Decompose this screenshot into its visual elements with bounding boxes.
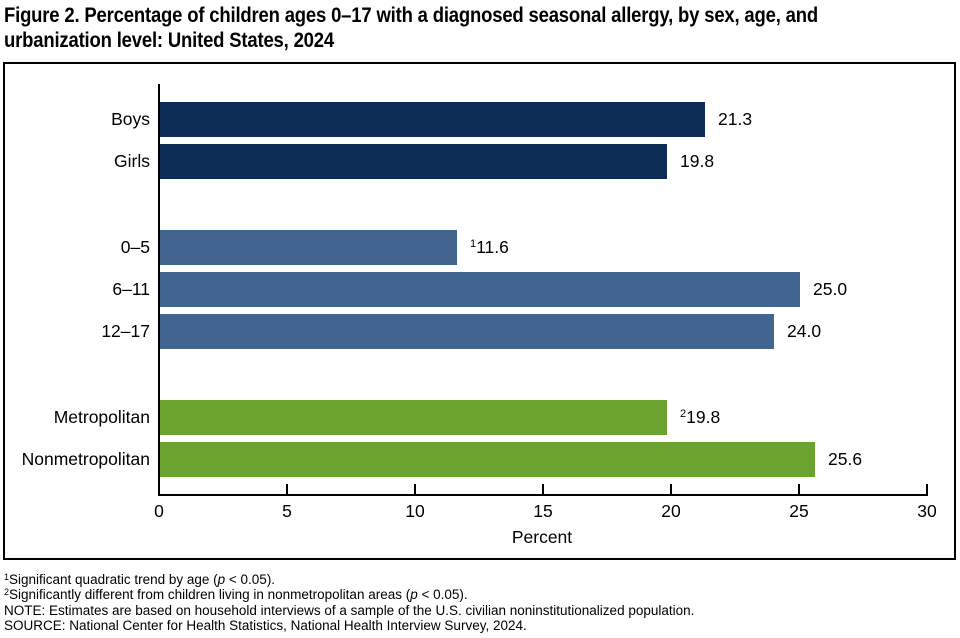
value-label: 111.6	[470, 230, 509, 265]
footnote-line-4: SOURCE: National Center for Health Stati…	[4, 618, 954, 633]
tick-mark	[414, 484, 416, 494]
bar	[160, 230, 457, 265]
y-axis-line	[158, 84, 160, 496]
category-label: 0–5	[5, 230, 150, 265]
value-label: 25.0	[813, 272, 847, 307]
figure-title: Figure 2. Percentage of children ages 0–…	[4, 3, 960, 53]
tick-label: 25	[769, 501, 829, 522]
tick-mark	[542, 484, 544, 494]
value-label: 21.3	[718, 102, 752, 137]
value-label: 25.6	[828, 442, 862, 477]
tick-mark	[798, 484, 800, 494]
category-label: 12–17	[5, 314, 150, 349]
value-label: 24.0	[787, 314, 821, 349]
tick-label: 15	[513, 501, 573, 522]
tick-mark	[286, 484, 288, 494]
tick-label: 30	[897, 501, 957, 522]
chart-container: Boys 21.3 Girls 19.8 0–5 111.6 6–11 25.0 12–17 24…	[3, 62, 956, 560]
tick-label: 0	[129, 501, 189, 522]
tick-label: 5	[257, 501, 317, 522]
tick-mark	[926, 484, 928, 494]
category-label: Metropolitan	[5, 400, 150, 435]
tick-label: 10	[385, 501, 445, 522]
footnote-line-1: 1Significant quadratic trend by age (p <…	[4, 572, 954, 587]
bar	[160, 314, 774, 349]
bar-row-boys: Boys 21.3	[5, 102, 954, 137]
bar	[160, 144, 667, 179]
footnotes: 1Significant quadratic trend by age (p <…	[4, 572, 954, 634]
bar	[160, 102, 705, 137]
category-label: Girls	[5, 144, 150, 179]
footnote-line-3: NOTE: Estimates are based on household i…	[4, 603, 954, 618]
bar-chart: Boys 21.3 Girls 19.8 0–5 111.6 6–11 25.0 12–17 24…	[5, 64, 954, 558]
bar	[160, 272, 800, 307]
bar	[160, 400, 667, 435]
figure-page: Figure 2. Percentage of children ages 0–…	[0, 0, 960, 638]
value-label: 219.8	[680, 400, 720, 435]
figure-title-line1: Figure 2. Percentage of children ages 0–…	[4, 3, 960, 28]
x-axis-line	[158, 494, 928, 496]
bar-row-nonmetropolitan: Nonmetropolitan 25.6	[5, 442, 954, 477]
category-label: Boys	[5, 102, 150, 137]
footnote-line-2: 2Significantly different from children l…	[4, 587, 954, 602]
bar-row-6-11: 6–11 25.0	[5, 272, 954, 307]
tick-label: 20	[641, 501, 701, 522]
category-label: 6–11	[5, 272, 150, 307]
bar	[160, 442, 815, 477]
bar-row-girls: Girls 19.8	[5, 144, 954, 179]
bar-row-0-5: 0–5 111.6	[5, 230, 954, 265]
tick-mark	[670, 484, 672, 494]
bar-row-12-17: 12–17 24.0	[5, 314, 954, 349]
bar-row-metropolitan: Metropolitan 219.8	[5, 400, 954, 435]
value-label: 19.8	[680, 144, 714, 179]
figure-title-line2: urbanization level: United States, 2024	[4, 28, 960, 53]
category-label: Nonmetropolitan	[5, 442, 150, 477]
x-axis-title: Percent	[442, 527, 642, 548]
